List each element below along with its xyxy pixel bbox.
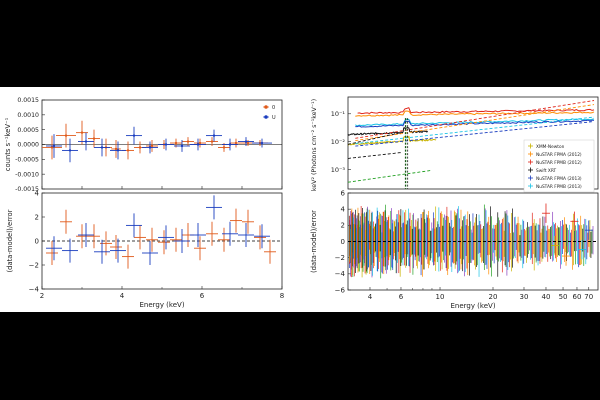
- right-bottom-xtick-label: 40: [542, 293, 551, 301]
- left-bottom-xlabel: Energy (keV): [139, 301, 184, 309]
- left-top-point-u: [260, 141, 264, 145]
- right-top-model-component: [347, 132, 402, 145]
- right-top-frame: [347, 96, 599, 190]
- left-top-point-o: [114, 147, 118, 151]
- right-top-legend-label: XMM-Newton: [536, 144, 565, 150]
- left-top-point-o: [126, 149, 130, 152]
- left-top-ytick-label: -0.0010: [15, 171, 39, 178]
- left-top-point-u: [164, 143, 168, 146]
- right-bottom-ytick-label: 4: [341, 206, 346, 214]
- left-bottom-ytick-label: 2: [35, 213, 39, 221]
- legend-label-u: U: [272, 115, 276, 121]
- right-bottom-xtick-label: 6: [399, 293, 404, 301]
- left-bottom-ytick-label: −4: [29, 285, 40, 293]
- right-top-model-component: [355, 116, 595, 144]
- right-top-legend-box: [523, 139, 595, 193]
- left-top-point-u: [148, 146, 152, 149]
- left-bottom-xtick-label: 6: [200, 292, 205, 300]
- left-bottom-ytick-label: 0: [35, 237, 39, 245]
- right-bottom-ytick-label: −6: [335, 286, 346, 294]
- right-top-legend-label: NuSTAR FPMB (2012): [536, 160, 582, 166]
- left-top-point-o: [92, 137, 96, 140]
- right-top-model-component: [347, 169, 433, 183]
- left-top-point-u: [196, 143, 200, 146]
- right-bottom-xtick-label: 30: [520, 293, 529, 301]
- left-bottom-ytick-label: 4: [35, 189, 40, 197]
- left-bottom-xtick-label: 2: [40, 292, 44, 300]
- left-bottom-xtick-label: 4: [120, 292, 125, 300]
- right-top-legend-label: NuSTAR FPMB (2013): [536, 184, 582, 190]
- right-bottom-ytick-label: 0: [341, 238, 345, 246]
- left-top-ytick-label: 0.0015: [17, 97, 39, 104]
- left-top-point-u: [84, 140, 88, 143]
- right-bottom-xtick-label: 4: [368, 293, 373, 301]
- left-top-point-u: [132, 134, 136, 137]
- right-top-model-component: [347, 152, 402, 159]
- left-top-ytick-label: -0.0015: [15, 186, 39, 193]
- left-top-point-u: [180, 144, 184, 148]
- left-top-ytick-label: 0.0000: [17, 142, 39, 149]
- left-top-point-o: [186, 140, 190, 143]
- left-top-point-o: [234, 141, 238, 145]
- right-bottom-ylabel: (data-model)/error: [310, 210, 318, 273]
- left-top-point-u: [244, 140, 248, 143]
- left-top-point-o: [198, 141, 202, 145]
- right-top-ytick-label: 10⁻¹: [331, 110, 346, 118]
- right-top-model-component: [355, 104, 595, 142]
- right-bottom-ytick-label: −2: [335, 254, 345, 262]
- left-bottom-xtick-label: 8: [280, 292, 284, 300]
- left-top-point-o: [246, 141, 250, 145]
- left-top-point-o: [138, 146, 142, 149]
- left-top-ytick-label: -0.0005: [15, 157, 39, 164]
- left-top-point-o: [210, 140, 214, 143]
- left-top-point-o: [150, 144, 154, 148]
- left-bottom-ylabel: (data-model)/error: [6, 209, 14, 272]
- left-top-point-u: [52, 144, 56, 148]
- chart-svg: 0.0015 0.0010 0.0005 0.0000 -0.0005 -0.0010 -0…: [4, 96, 599, 310]
- right-bottom-xtick-label: 10: [436, 293, 445, 301]
- right-top-legend-label: NuSTAR FPMA (2013): [536, 176, 582, 182]
- right-top-series-fpma-2013-data: [355, 119, 595, 128]
- left-top-point-u: [68, 149, 72, 152]
- right-bottom-xtick-label: 50: [559, 293, 568, 301]
- figure-canvas: 0.0015 0.0010 0.0005 0.0000 -0.0005 -0.0010 -0…: [0, 87, 600, 312]
- right-top-ytick-label: 10⁻³: [331, 166, 346, 174]
- left-top-point-o: [50, 146, 54, 149]
- right-bottom-xtick-label: 70: [584, 293, 593, 301]
- right-bottom-xtick-label: 20: [489, 293, 498, 301]
- right-bottom-ytick-label: 2: [341, 222, 345, 230]
- right-top-legend-label: NuSTAR FPMA (2012): [536, 152, 582, 158]
- right-top-legend-label: Swift XRT: [536, 168, 557, 174]
- right-bottom-ytick-label: −4: [335, 270, 346, 278]
- right-bottom-xtick-label: 60: [573, 293, 582, 301]
- right-top-series-fpma-2012-data: [355, 110, 595, 117]
- right-bottom-ytick-label: 6: [341, 189, 346, 197]
- legend-label-o: 0: [272, 105, 275, 111]
- left-top-point-u: [116, 149, 120, 152]
- right-top-series-fpmb-2012-data: [357, 107, 595, 115]
- left-top-point-u: [228, 143, 232, 146]
- left-top-ylabel: counts s⁻¹keV⁻¹: [4, 117, 12, 171]
- left-top-point-o: [64, 134, 68, 137]
- right-top-ytick-label: 10⁻²: [331, 138, 346, 146]
- left-top-point-o: [80, 131, 84, 134]
- right-top-model-component: [355, 121, 595, 147]
- right-bottom-xlabel: Energy (keV): [450, 302, 495, 310]
- left-top-point-o: [174, 141, 178, 145]
- left-top-point-u: [100, 146, 104, 149]
- right-top-ylabel: keV² (Photons cm⁻² s⁻¹keV⁻¹): [311, 99, 318, 191]
- left-top-point-u: [212, 134, 216, 137]
- left-bottom-ytick-label: −2: [29, 261, 39, 269]
- left-top-point-o: [222, 146, 226, 149]
- right-top-model-component: [355, 100, 595, 139]
- left-top-ytick-label: 0.0010: [17, 112, 39, 119]
- left-top-ytick-label: 0.0005: [17, 127, 39, 134]
